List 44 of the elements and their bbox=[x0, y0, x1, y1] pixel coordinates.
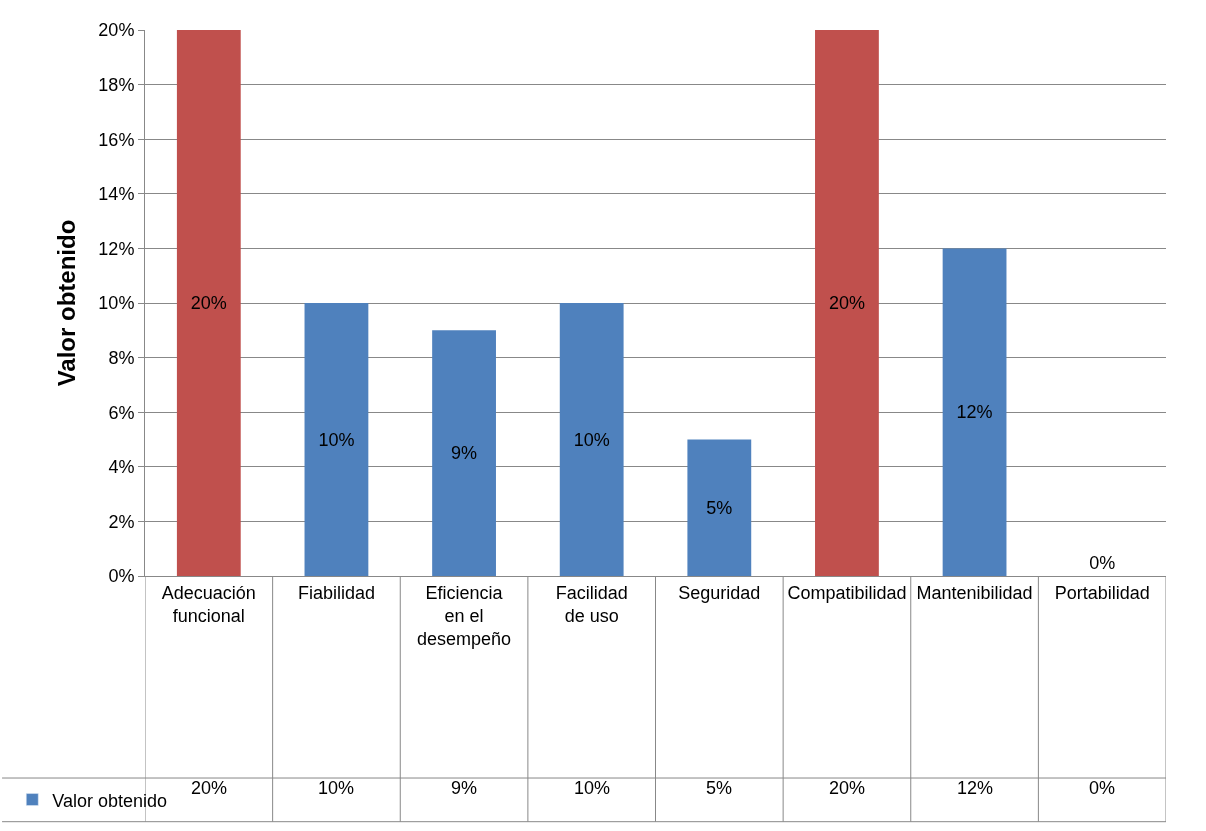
y-tick-label: 4% bbox=[108, 457, 135, 478]
x-tick-label: Seguridad bbox=[678, 582, 761, 603]
x-tick-label: Compatibilidad bbox=[787, 582, 907, 603]
data-label: 10% bbox=[318, 778, 355, 798]
bar bbox=[942, 248, 1007, 576]
data-label: 20% bbox=[829, 778, 866, 798]
bar bbox=[304, 303, 369, 576]
data-label: 5% bbox=[706, 778, 733, 798]
x-tick-label: Portabilidad bbox=[1054, 582, 1150, 603]
data-label: 9% bbox=[451, 778, 478, 798]
x-tick-label: Eficiencia en el desempeño bbox=[417, 582, 512, 650]
y-tick-label: 18% bbox=[98, 74, 135, 95]
y-axis-title: Valor obtenido bbox=[53, 219, 81, 387]
legend-label: Valor obtenido bbox=[52, 790, 168, 811]
y-tick-label: 0% bbox=[108, 566, 135, 587]
x-tick-label: Mantenibilidad bbox=[916, 582, 1033, 603]
x-tick-label: Adecuación funcional bbox=[161, 582, 256, 626]
x-tick-label: Fiabilidad bbox=[297, 582, 375, 603]
text: 5% bbox=[706, 497, 733, 518]
data-label: 0% bbox=[1089, 778, 1116, 798]
y-tick-label: 20% bbox=[98, 20, 135, 41]
text: 0% bbox=[1089, 553, 1116, 573]
text: 12% bbox=[956, 402, 993, 423]
y-tick-label: 6% bbox=[108, 402, 135, 423]
y-tick-label: 8% bbox=[108, 347, 135, 368]
data-label: 12% bbox=[957, 778, 994, 798]
y-tick-label: 2% bbox=[108, 511, 135, 532]
y-tick-label: 14% bbox=[98, 184, 135, 205]
bar bbox=[815, 30, 879, 576]
text: 9% bbox=[451, 443, 478, 464]
data-label: 20% bbox=[191, 778, 228, 798]
bar bbox=[559, 303, 624, 576]
bar bbox=[432, 330, 496, 576]
text: 10% bbox=[318, 429, 355, 450]
bar bbox=[176, 30, 241, 576]
data-label: 10% bbox=[574, 778, 611, 798]
y-tick-label: 12% bbox=[98, 238, 135, 259]
text: 10% bbox=[573, 429, 610, 450]
text: 20% bbox=[828, 293, 865, 313]
text: 20% bbox=[190, 293, 227, 313]
y-tick-label: 16% bbox=[98, 129, 135, 150]
y-tick-label: 10% bbox=[98, 293, 135, 314]
x-tick-label: Facilidad de uso bbox=[555, 582, 628, 626]
bar bbox=[687, 439, 752, 576]
